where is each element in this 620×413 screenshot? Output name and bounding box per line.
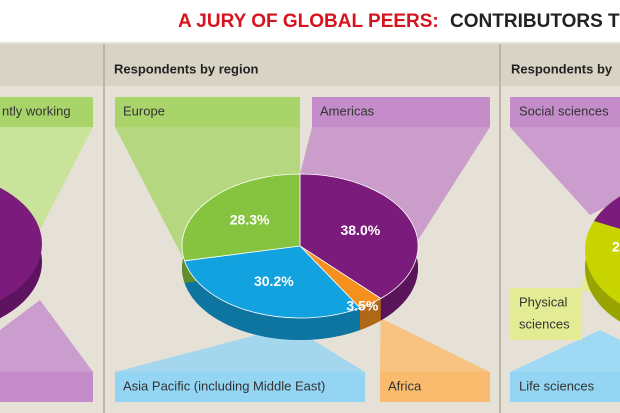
funnel bbox=[115, 127, 300, 261]
category-label: Asia Pacific (including Middle East) bbox=[123, 378, 325, 393]
funnel bbox=[115, 260, 365, 372]
funnel bbox=[510, 127, 620, 215]
label-box bbox=[312, 97, 490, 127]
label-box bbox=[115, 372, 365, 402]
category-label: ntly working bbox=[2, 103, 71, 118]
category-label: Physical bbox=[519, 294, 568, 309]
value-label: 3.5% bbox=[346, 297, 378, 313]
value-label: 2 bbox=[612, 239, 620, 255]
category-label: Africa bbox=[388, 378, 422, 393]
pie-side bbox=[184, 260, 361, 340]
funnel bbox=[510, 330, 620, 372]
category-label: Social sciences bbox=[519, 103, 609, 118]
pie-slice bbox=[181, 173, 301, 262]
pie-slice bbox=[299, 173, 419, 299]
page-title: A JURY OF GLOBAL PEERS: CONTRIBUTORS TO … bbox=[178, 11, 620, 32]
label-box bbox=[115, 97, 300, 127]
label-box bbox=[0, 97, 93, 127]
category-label: sciences bbox=[519, 316, 570, 331]
value-label: 38.0% bbox=[340, 222, 380, 238]
funnel bbox=[360, 298, 490, 372]
title-rest: CONTRIBUTORS TO THE A bbox=[450, 11, 620, 32]
pie bbox=[0, 187, 42, 301]
pie-slice bbox=[183, 245, 361, 319]
value-label: 28.3% bbox=[230, 212, 270, 228]
funnel bbox=[0, 300, 93, 372]
header-band bbox=[0, 0, 620, 42]
label-box bbox=[380, 372, 490, 402]
region-chart: 38.0% 3.5% 30.2% 28.3% Americas Africa Asia Pa… bbox=[115, 97, 490, 402]
right-panel: Respondents by 2 Social sciences Physica… bbox=[510, 61, 620, 402]
left-panel: ntly working bbox=[0, 97, 93, 402]
category-label: Life sciences bbox=[519, 378, 595, 393]
value-label: 30.2% bbox=[254, 273, 294, 289]
title-lead: A JURY OF GLOBAL PEERS: bbox=[178, 11, 439, 32]
category-label: Europe bbox=[123, 103, 165, 118]
chart-title: Respondents by region bbox=[114, 61, 259, 76]
label-box bbox=[510, 288, 582, 340]
pie bbox=[594, 196, 620, 229]
category-label: Americas bbox=[320, 103, 375, 118]
label-box bbox=[510, 372, 620, 402]
label-box bbox=[0, 372, 93, 402]
label-box bbox=[510, 97, 620, 127]
panel-title: Respondents by bbox=[511, 61, 613, 76]
